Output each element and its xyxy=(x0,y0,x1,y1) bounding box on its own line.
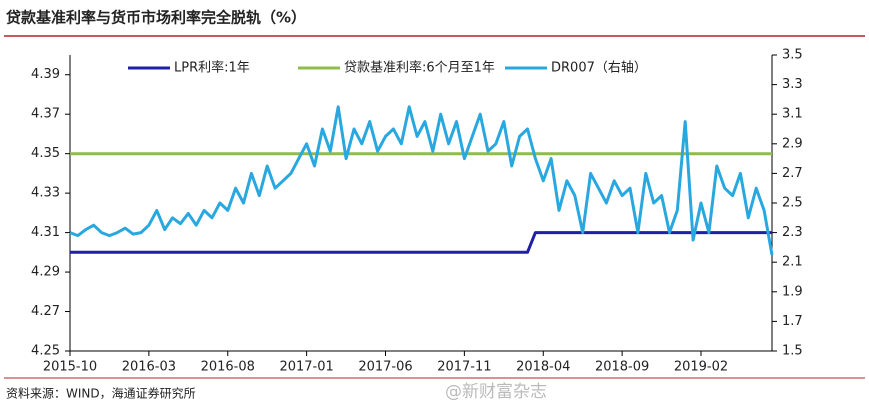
y-tick-label: 4.39 xyxy=(31,67,60,82)
watermark: @新财富杂志 xyxy=(445,382,547,402)
x-tick-label: 2018-04 xyxy=(516,360,570,375)
x-tick-label: 2015-10 xyxy=(43,360,97,375)
x-tick-label: 2017-06 xyxy=(358,360,412,375)
y2-tick-label: 3.3 xyxy=(782,77,803,92)
x-tick-label: 2016-08 xyxy=(201,360,255,375)
x-tick-label: 2017-01 xyxy=(279,360,333,375)
y2-tick-label: 2.3 xyxy=(782,225,803,240)
y2-tick-label: 2.5 xyxy=(782,196,803,211)
series-line xyxy=(70,231,772,254)
source-note: 资料来源：WIND，海通证券研究所 xyxy=(6,386,196,401)
y-tick-label: 4.31 xyxy=(31,225,60,240)
y-tick-label: 4.37 xyxy=(31,107,60,122)
x-tick-label: 2018-09 xyxy=(595,360,649,375)
legend-label: 贷款基准利率:6个月至1年 xyxy=(344,60,495,76)
series-line xyxy=(69,105,774,256)
y2-tick-label: 1.7 xyxy=(782,314,803,329)
y2-tick-label: 2.9 xyxy=(782,136,803,151)
x-tick-label: 2016-03 xyxy=(122,360,176,375)
y-tick-label: 4.33 xyxy=(31,186,60,201)
y2-tick-label: 1.9 xyxy=(782,284,803,299)
y2-tick-label: 2.1 xyxy=(782,255,803,270)
y2-tick-label: 3.1 xyxy=(782,107,803,122)
x-tick-label: 2019-02 xyxy=(674,360,728,375)
y-tick-label: 4.29 xyxy=(31,265,60,280)
legend-label: DR007（右轴） xyxy=(551,61,647,76)
y2-tick-label: 2.7 xyxy=(782,166,803,181)
y2-tick-label: 1.5 xyxy=(782,344,803,359)
y-tick-label: 4.35 xyxy=(31,146,60,161)
y-tick-label: 4.27 xyxy=(31,304,60,319)
y2-tick-label: 3.5 xyxy=(782,48,803,63)
chart-title: 贷款基准利率与货币市场利率完全脱轨（%） xyxy=(6,9,306,27)
legend-label: LPR利率:1年 xyxy=(174,60,250,76)
x-tick-label: 2017-11 xyxy=(437,360,491,375)
y-tick-label: 4.25 xyxy=(31,344,60,359)
